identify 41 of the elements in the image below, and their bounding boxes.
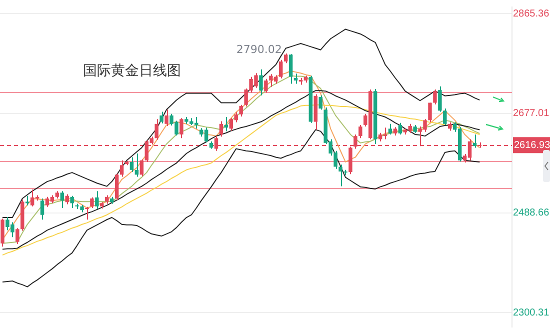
candlestick bbox=[0, 218, 4, 248]
candlestick bbox=[40, 198, 44, 220]
candlestick bbox=[85, 206, 89, 220]
candlestick bbox=[318, 94, 322, 110]
candlestick bbox=[438, 86, 442, 112]
candlestick bbox=[294, 73, 298, 84]
candlestick bbox=[70, 195, 74, 208]
candlestick bbox=[65, 194, 69, 205]
candlestick bbox=[130, 156, 134, 173]
candlestick bbox=[239, 104, 243, 117]
candlestick bbox=[398, 122, 402, 135]
candlestick bbox=[114, 173, 119, 201]
y-tick-label: 2300.31 bbox=[513, 307, 550, 318]
candlestick bbox=[120, 160, 124, 178]
candlestick bbox=[284, 53, 288, 64]
annotation: 2790.02 bbox=[236, 42, 282, 56]
candlestick bbox=[428, 102, 432, 123]
ref-line-label: 2616.93 bbox=[514, 140, 550, 151]
candlestick bbox=[180, 118, 184, 139]
candlestick bbox=[60, 190, 64, 208]
y-tick-label: 2865.36 bbox=[513, 8, 550, 20]
candlestick bbox=[95, 190, 99, 210]
candlestick bbox=[288, 54, 293, 84]
candlestick bbox=[160, 111, 164, 124]
y-tick-label: 2677.01 bbox=[513, 108, 550, 120]
candlestick bbox=[433, 89, 437, 105]
candlestick bbox=[259, 68, 263, 96]
text: 国际黄金日线图 bbox=[83, 62, 181, 80]
candlestick bbox=[224, 116, 228, 132]
candlestick bbox=[388, 123, 392, 135]
candlestick bbox=[443, 108, 447, 126]
y-tick-label: 2488.66 bbox=[513, 208, 550, 219]
candlestick bbox=[164, 109, 168, 127]
candlestick bbox=[90, 196, 94, 208]
candlestick bbox=[278, 59, 283, 79]
candlestick bbox=[264, 78, 268, 94]
candlestick bbox=[140, 158, 144, 177]
candlestick bbox=[16, 228, 20, 244]
candlestick bbox=[358, 124, 362, 139]
candlestick bbox=[219, 120, 224, 138]
candlestick bbox=[154, 118, 158, 140]
